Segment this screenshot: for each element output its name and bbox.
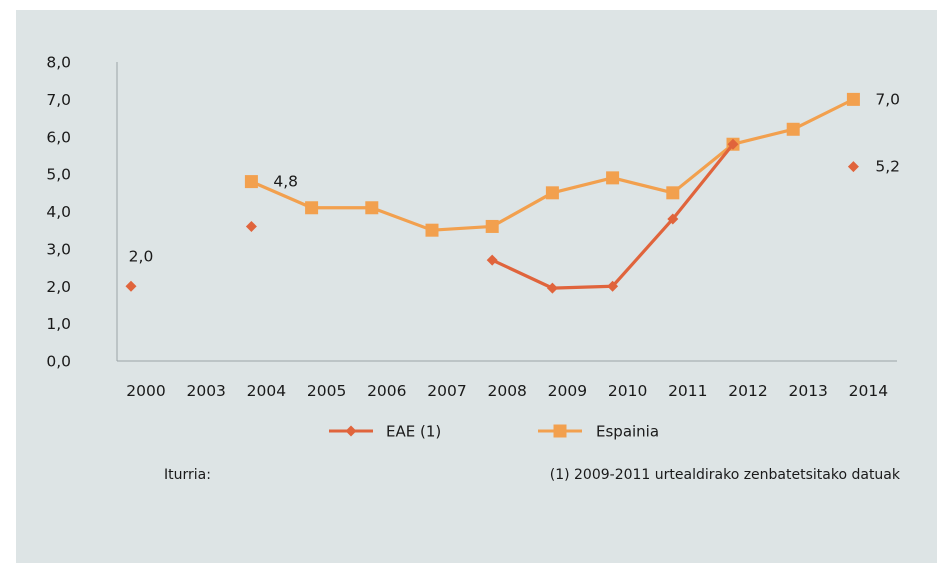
legend-marker — [553, 424, 567, 438]
data-point-espainia — [485, 219, 499, 233]
x-tick-label: 2014 — [849, 382, 888, 400]
series-line-eae-1 — [491, 143, 735, 290]
x-tick-label: 2012 — [728, 382, 767, 400]
source-label: Iturria: — [164, 467, 211, 483]
data-point-espainia — [786, 122, 800, 136]
data-label: 7,0 — [875, 90, 900, 108]
y-tick-label: 2,0 — [46, 278, 71, 296]
data-point-espainia — [305, 201, 319, 215]
data-point-espainia — [606, 171, 620, 185]
data-point-espainia — [244, 175, 258, 189]
data-point-eae-1 — [607, 280, 619, 292]
data-point-espainia — [846, 92, 860, 106]
y-tick-label: 5,0 — [46, 166, 71, 184]
x-tick-label: 2011 — [668, 382, 707, 400]
data-point-espainia — [365, 201, 379, 215]
data-point-espainia — [425, 223, 439, 237]
x-tick-label: 2010 — [608, 382, 647, 400]
data-point-eae-1 — [486, 254, 498, 266]
data-point-espainia — [545, 186, 559, 200]
x-tick-label: 2008 — [487, 382, 526, 400]
data-point-espainia — [666, 186, 680, 200]
data-label: 4,8 — [273, 173, 298, 191]
y-tick-label: 0,0 — [46, 353, 71, 371]
legend-label: EAE (1) — [386, 423, 441, 441]
x-tick-label: 2013 — [788, 382, 827, 400]
x-tick-label: 2004 — [247, 382, 286, 400]
data-point-eae-1 — [125, 280, 137, 292]
x-tick-label: 2006 — [367, 382, 406, 400]
data-point-eae-1 — [245, 220, 257, 232]
series-line-espainia — [250, 97, 855, 232]
line-chart: 0,0 1,0 2,0 3,0 4,0 5,0 6,0 7,0 8,0 2000 2003 2004 2… — [46, 54, 900, 441]
y-tick-label: 3,0 — [46, 240, 71, 258]
x-tick-label: 2009 — [548, 382, 587, 400]
data-point-eae-1 — [727, 138, 739, 150]
data-point-eae-1 — [546, 282, 558, 294]
y-tick-label: 7,0 — [46, 91, 71, 109]
y-tick-label: 1,0 — [46, 315, 71, 333]
x-tick-label: 2000 — [126, 382, 165, 400]
x-tick-label: 2005 — [307, 382, 346, 400]
x-tick-label: 2007 — [427, 382, 466, 400]
legend-marker — [345, 425, 357, 437]
y-tick-label: 4,0 — [46, 203, 71, 221]
data-label: 2,0 — [129, 247, 154, 265]
data-label: 5,2 — [875, 158, 900, 176]
y-tick-label: 6,0 — [46, 128, 71, 146]
y-tick-label: 8,0 — [46, 54, 71, 72]
data-point-eae-1 — [847, 161, 859, 173]
chart-panel: 0,0 1,0 2,0 3,0 4,0 5,0 6,0 7,0 8,0 2000 2003 2004 2… — [16, 10, 937, 563]
footnote: (1) 2009-2011 urtealdirako zenbatetsitak… — [549, 467, 900, 483]
data-point-eae-1 — [667, 213, 679, 225]
legend-label: Espainia — [596, 423, 659, 441]
x-tick-label: 2003 — [186, 382, 225, 400]
